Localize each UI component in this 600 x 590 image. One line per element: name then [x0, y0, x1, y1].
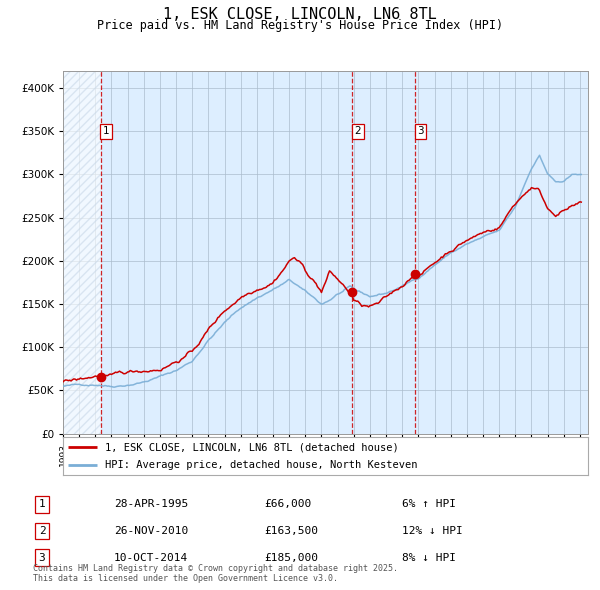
- Text: 8% ↓ HPI: 8% ↓ HPI: [402, 553, 456, 562]
- Text: 12% ↓ HPI: 12% ↓ HPI: [402, 526, 463, 536]
- Text: Contains HM Land Registry data © Crown copyright and database right 2025.
This d: Contains HM Land Registry data © Crown c…: [33, 563, 398, 583]
- Text: 10-OCT-2014: 10-OCT-2014: [114, 553, 188, 562]
- Text: £185,000: £185,000: [264, 553, 318, 562]
- Text: 1, ESK CLOSE, LINCOLN, LN6 8TL: 1, ESK CLOSE, LINCOLN, LN6 8TL: [163, 7, 437, 22]
- Text: 6% ↑ HPI: 6% ↑ HPI: [402, 500, 456, 509]
- Text: HPI: Average price, detached house, North Kesteven: HPI: Average price, detached house, Nort…: [105, 460, 418, 470]
- Text: 1: 1: [38, 500, 46, 509]
- Text: 1: 1: [103, 126, 110, 136]
- Text: 26-NOV-2010: 26-NOV-2010: [114, 526, 188, 536]
- Text: 3: 3: [417, 126, 424, 136]
- Text: Price paid vs. HM Land Registry's House Price Index (HPI): Price paid vs. HM Land Registry's House …: [97, 19, 503, 32]
- Text: 2: 2: [38, 526, 46, 536]
- Text: 3: 3: [38, 553, 46, 562]
- Text: 28-APR-1995: 28-APR-1995: [114, 500, 188, 509]
- Text: £66,000: £66,000: [264, 500, 311, 509]
- Bar: [63, 71, 101, 434]
- Text: 2: 2: [355, 126, 361, 136]
- Text: £163,500: £163,500: [264, 526, 318, 536]
- Text: 1, ESK CLOSE, LINCOLN, LN6 8TL (detached house): 1, ESK CLOSE, LINCOLN, LN6 8TL (detached…: [105, 442, 399, 453]
